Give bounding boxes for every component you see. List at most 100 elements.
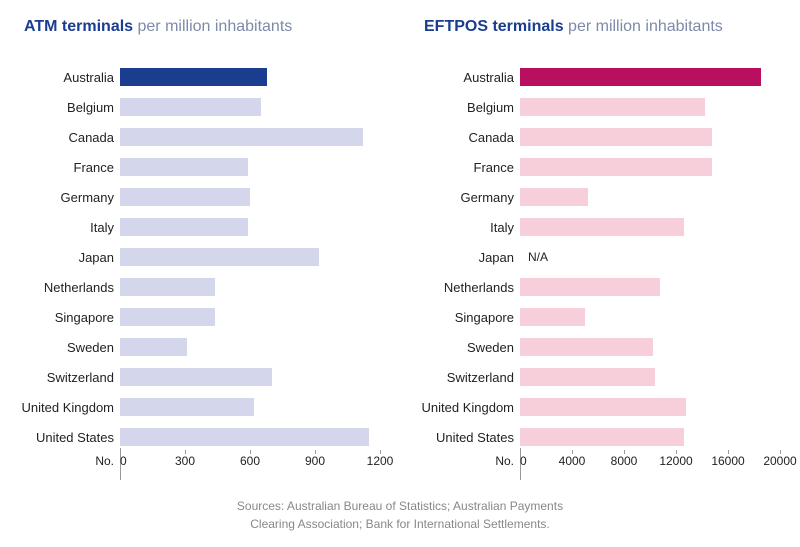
- x-tick-label: 600: [240, 454, 260, 468]
- x-tick-mark: [780, 450, 781, 454]
- category-label: Germany: [10, 190, 120, 205]
- category-label: Italy: [10, 220, 120, 235]
- category-label: Belgium: [410, 100, 520, 115]
- bar: [520, 338, 653, 356]
- x-tick-mark: [185, 450, 186, 454]
- bar: [120, 248, 319, 266]
- x-tick-label: 0: [520, 454, 527, 468]
- bar-track: [520, 362, 780, 392]
- chart-row: Canada: [10, 122, 390, 152]
- bar-track: [120, 92, 380, 122]
- bar: [120, 398, 254, 416]
- atm-chart-area: Australia Belgium Canada France Germany Italy…: [10, 62, 390, 478]
- category-label: Sweden: [10, 340, 120, 355]
- chart-row: Sweden: [10, 332, 390, 362]
- chart-row: Belgium: [10, 92, 390, 122]
- chart-row: Netherlands: [10, 272, 390, 302]
- category-label: Sweden: [410, 340, 520, 355]
- bar: [520, 98, 705, 116]
- category-label: United States: [10, 430, 120, 445]
- chart-row: Canada: [410, 122, 790, 152]
- x-tick-mark: [250, 450, 251, 454]
- x-tick-mark: [380, 450, 381, 454]
- category-label: France: [10, 160, 120, 175]
- chart-row: Australia: [10, 62, 390, 92]
- x-tick-label: 4000: [559, 454, 586, 468]
- chart-row: Switzerland: [410, 362, 790, 392]
- category-label: Germany: [410, 190, 520, 205]
- category-label: Belgium: [10, 100, 120, 115]
- atm-panel: ATM terminals per million inhabitants 20…: [10, 18, 390, 478]
- chart-row: Singapore: [410, 302, 790, 332]
- category-label: Netherlands: [10, 280, 120, 295]
- x-tick-label: 900: [305, 454, 325, 468]
- sources-line2: Clearing Association; Bank for Internati…: [0, 515, 800, 533]
- category-label: Netherlands: [410, 280, 520, 295]
- bar: [520, 158, 712, 176]
- chart-row: Netherlands: [410, 272, 790, 302]
- bar: [120, 218, 248, 236]
- bar-track: [520, 122, 780, 152]
- bar-track: N/A: [520, 242, 780, 272]
- category-label: Japan: [10, 250, 120, 265]
- bar-track: [120, 362, 380, 392]
- bar: [120, 68, 267, 86]
- category-label: Italy: [410, 220, 520, 235]
- chart-row: United States: [10, 422, 390, 452]
- bar-track: [120, 152, 380, 182]
- bar-track: [520, 332, 780, 362]
- chart-row: Japan: [10, 242, 390, 272]
- bar: [520, 428, 684, 446]
- x-tick-mark: [728, 450, 729, 454]
- x-tick-label: 0: [120, 454, 127, 468]
- category-label: Canada: [10, 130, 120, 145]
- chart-row: Belgium: [410, 92, 790, 122]
- x-tick-mark: [676, 450, 677, 454]
- bar: [120, 98, 261, 116]
- bar: [520, 68, 761, 86]
- bar: [520, 278, 660, 296]
- bar-track: [120, 182, 380, 212]
- bar-track: [520, 212, 780, 242]
- category-label: Singapore: [10, 310, 120, 325]
- chart-row: Australia: [410, 62, 790, 92]
- x-tick-label: 12000: [659, 454, 692, 468]
- chart-row: Italy: [10, 212, 390, 242]
- chart-row: Sweden: [410, 332, 790, 362]
- bar-track: [120, 212, 380, 242]
- x-axis-ticks: 040008000120001600020000: [520, 454, 780, 478]
- bar-track: [120, 422, 380, 452]
- x-tick-mark: [520, 450, 521, 454]
- bar: [520, 128, 712, 146]
- category-label: Switzerland: [10, 370, 120, 385]
- x-axis-label: No.: [410, 454, 520, 468]
- chart-row: France: [410, 152, 790, 182]
- x-axis: No.03006009001200: [10, 454, 390, 478]
- eftpos-title-light: per million inhabitants: [564, 18, 723, 35]
- category-label: Canada: [410, 130, 520, 145]
- x-tick-mark: [624, 450, 625, 454]
- bar-track: [520, 182, 780, 212]
- category-label: Switzerland: [410, 370, 520, 385]
- bar: [120, 338, 187, 356]
- x-axis: No.040008000120001600020000: [410, 454, 790, 478]
- bar: [520, 308, 585, 326]
- category-label: France: [410, 160, 520, 175]
- bar-track: [120, 272, 380, 302]
- chart-row: France: [10, 152, 390, 182]
- chart-row: JapanN/A: [410, 242, 790, 272]
- x-tick-mark: [315, 450, 316, 454]
- bar-track: [520, 422, 780, 452]
- bar-track: [520, 392, 780, 422]
- category-label: United Kingdom: [410, 400, 520, 415]
- bar-track: [520, 92, 780, 122]
- x-tick-mark: [572, 450, 573, 454]
- bar: [120, 128, 363, 146]
- x-tick-label: 300: [175, 454, 195, 468]
- bar: [520, 218, 684, 236]
- bar: [120, 188, 250, 206]
- bar: [520, 398, 686, 416]
- chart-row: United Kingdom: [410, 392, 790, 422]
- bar-track: [520, 152, 780, 182]
- bar-track: [120, 332, 380, 362]
